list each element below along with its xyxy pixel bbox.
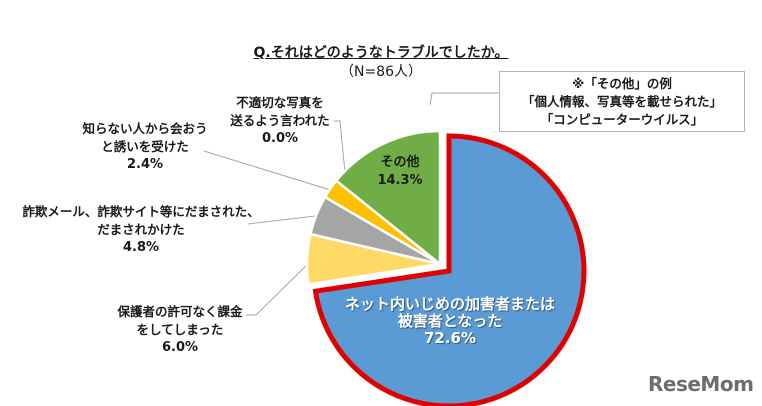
label-stranger-line1: 知らない人から会おう xyxy=(82,121,208,136)
note-line2: 「個人情報、写真等を載せられた」 xyxy=(521,94,722,109)
chart-subtitle: （N=86人） xyxy=(339,64,423,80)
leader-line-photo xyxy=(334,120,347,184)
resemom-logo: ReseMom xyxy=(648,372,754,396)
note-line1: ※「その他」の例 xyxy=(572,76,672,91)
label-stranger-line2: と誘いを受けた xyxy=(101,139,189,154)
label-other-name: その他 xyxy=(380,155,420,170)
label-bullying: ネット内いじめの加害者または 被害者となった 72.6% xyxy=(300,296,600,347)
label-photo: 不適切な写真を 送るよう言われた 0.0% xyxy=(210,94,350,148)
slice-other xyxy=(334,129,442,267)
label-billing: 保護者の許可なく課金 をしてしまった 6.0% xyxy=(105,303,255,357)
label-bullying-pct: 72.6% xyxy=(423,329,477,347)
label-other: その他 14.3% xyxy=(360,154,440,190)
label-billing-pct: 6.0% xyxy=(161,340,199,355)
leader-line-other xyxy=(429,92,499,106)
chart-title: Q.それはどのようなトラブルでしたか。 xyxy=(253,45,509,61)
leader-line-fraud xyxy=(247,214,325,225)
label-stranger: 知らない人から会おう と誘いを受けた 2.4% xyxy=(70,120,220,174)
label-billing-line1: 保護者の許可なく課金 xyxy=(117,304,243,319)
leader-lines xyxy=(203,92,499,316)
leader-line-billing xyxy=(246,255,317,316)
label-billing-line2: をしてしまった xyxy=(136,322,224,337)
label-other-pct: 14.3% xyxy=(377,173,423,188)
other-examples-note: ※「その他」の例 「個人情報、写真等を載せられた」 「コンピューターウイルス」 xyxy=(499,71,745,132)
leader-line-stranger xyxy=(203,150,341,194)
label-photo-line2: 送るよう言われた xyxy=(230,113,330,128)
label-stranger-pct: 2.4% xyxy=(126,157,164,172)
label-fraud-line1: 詐欺メール、詐欺サイト等にだまされた、 xyxy=(22,204,260,219)
slice-bullying xyxy=(312,133,587,406)
label-photo-pct: 0.0% xyxy=(261,131,299,146)
label-fraud: 詐欺メール、詐欺サイト等にだまされた、 だまされかけた 4.8% xyxy=(10,203,272,257)
label-photo-line1: 不適切な写真を xyxy=(236,95,324,110)
label-fraud-line2: だまされかけた xyxy=(97,222,185,237)
label-bullying-line2: 被害者となった xyxy=(397,312,503,330)
label-bullying-line1: ネット内いじめの加害者または xyxy=(344,295,555,313)
label-fraud-pct: 4.8% xyxy=(122,240,160,255)
note-line3: 「コンピューターウイルス」 xyxy=(540,112,704,127)
